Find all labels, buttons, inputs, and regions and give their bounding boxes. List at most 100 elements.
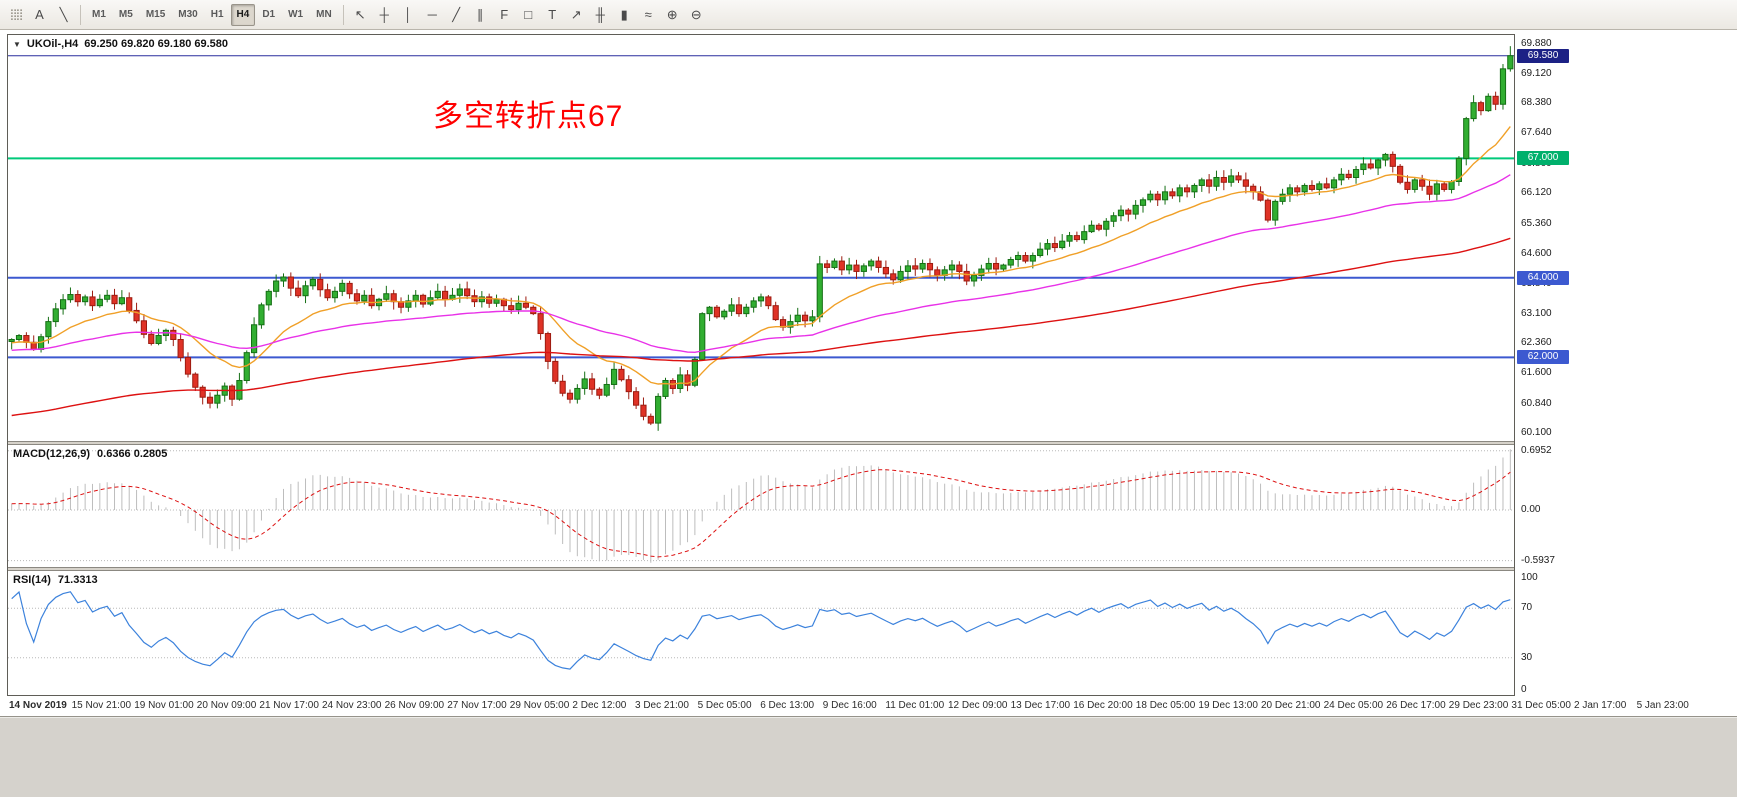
bar-chart-icon[interactable]: ╫ bbox=[589, 4, 612, 26]
macd-current-values: 0.6366 0.2805 bbox=[97, 448, 168, 460]
time-label: 21 Nov 17:00 bbox=[259, 700, 319, 711]
time-label: 18 Dec 05:00 bbox=[1135, 700, 1196, 711]
price-label: 60.100 bbox=[1521, 427, 1552, 439]
expand-arrow-icon[interactable]: ▼ bbox=[13, 39, 21, 49]
time-label: 16 Dec 20:00 bbox=[1073, 700, 1133, 711]
time-label: 19 Dec 13:00 bbox=[1198, 700, 1258, 711]
rsi-line bbox=[11, 590, 1511, 670]
zoom-in-icon[interactable]: ⊕ bbox=[661, 4, 684, 26]
time-label: 12 Dec 09:00 bbox=[948, 700, 1008, 711]
price-badge-62.000[interactable]: 62.000 bbox=[1517, 350, 1569, 365]
rsi-label: RSI(14) 71.3313 bbox=[13, 574, 98, 586]
channel-icon[interactable]: ∥ bbox=[469, 4, 492, 26]
toolbar-left-group: A ╲ bbox=[28, 4, 75, 26]
price-badge-69.580[interactable]: 69.580 bbox=[1517, 48, 1569, 63]
macd-scale-label: 0.00 bbox=[1521, 504, 1541, 515]
time-label: 26 Nov 09:00 bbox=[384, 700, 445, 711]
chart-annotation[interactable]: 多空转折点67 bbox=[433, 100, 624, 133]
time-label: 2 Dec 12:00 bbox=[572, 700, 627, 711]
price-label: 68.380 bbox=[1521, 97, 1552, 109]
cursor-icon[interactable]: ↖ bbox=[349, 4, 372, 26]
time-label: 11 Dec 01:00 bbox=[885, 700, 945, 711]
macd-signal-line bbox=[11, 469, 1511, 558]
main-chart-canvas[interactable] bbox=[8, 35, 1514, 441]
toolbar-drag-handle[interactable]: ⣿⣿ bbox=[9, 9, 23, 21]
price-label: 61.600 bbox=[1521, 367, 1552, 379]
status-bar bbox=[0, 716, 1737, 797]
timeframe-button-h1[interactable]: H1 bbox=[205, 4, 230, 26]
time-label: 20 Dec 21:00 bbox=[1261, 700, 1321, 711]
fast-ma-line bbox=[11, 126, 1511, 385]
price-label: 69.880 bbox=[1521, 37, 1552, 49]
price-label: 62.360 bbox=[1521, 337, 1552, 349]
price-badge-64.000[interactable]: 64.000 bbox=[1517, 270, 1569, 285]
time-label: 2 Jan 17:00 bbox=[1574, 700, 1627, 711]
shapes-icon[interactable]: □ bbox=[517, 4, 540, 26]
timeframe-button-m30[interactable]: M30 bbox=[172, 4, 203, 26]
candlestick-chart-icon[interactable]: ▮ bbox=[613, 4, 636, 26]
draw-tool-icon[interactable]: ╲ bbox=[52, 4, 75, 26]
main-chart-panel: ▼ UKOil-,H4 69.250 69.820 69.180 69.580 … bbox=[8, 35, 1514, 441]
timeframe-button-h4[interactable]: H4 bbox=[230, 3, 256, 26]
price-label: 69.120 bbox=[1521, 68, 1552, 79]
panel-splitter[interactable] bbox=[8, 567, 1514, 571]
price-label: 65.360 bbox=[1521, 217, 1552, 229]
macd-scale-label: 0.6952 bbox=[1521, 444, 1552, 456]
time-label: 3 Dec 21:00 bbox=[635, 700, 689, 711]
rsi-scale-label: 70 bbox=[1521, 602, 1533, 614]
fibonacci-icon[interactable]: F bbox=[493, 4, 516, 26]
time-label: 31 Dec 05:00 bbox=[1511, 700, 1571, 711]
time-label: 29 Nov 05:00 bbox=[509, 700, 570, 711]
timeframe-button-m15[interactable]: M15 bbox=[140, 4, 171, 26]
macd-indicator-name: MACD(12,26,9) bbox=[13, 448, 91, 460]
rsi-panel: RSI(14) 71.3313 bbox=[8, 571, 1514, 695]
trendline-icon[interactable]: ╱ bbox=[445, 4, 468, 26]
text-label-icon[interactable]: T bbox=[541, 4, 564, 26]
time-axis[interactable]: 14 Nov 2019 15 Nov 21:00 19 Nov 01:00 20 No… bbox=[7, 698, 1737, 716]
macd-panel: MACD(12,26,9) 0.6366 0.2805 bbox=[8, 445, 1514, 567]
time-label: 19 Nov 01:00 bbox=[134, 700, 194, 711]
time-label: 5 Dec 05:00 bbox=[697, 700, 752, 711]
price-label: 67.640 bbox=[1521, 126, 1552, 138]
ohlc-readout: 69.250 69.820 69.180 69.580 bbox=[84, 38, 229, 50]
time-label: 27 Nov 17:00 bbox=[447, 700, 507, 711]
rsi-scale-label: 30 bbox=[1521, 651, 1533, 663]
zoom-out-icon[interactable]: ⊖ bbox=[685, 4, 708, 26]
macd-scale-label: -0.5937 bbox=[1521, 554, 1555, 566]
time-label: 26 Dec 17:00 bbox=[1386, 700, 1446, 711]
panel-splitter[interactable] bbox=[8, 441, 1514, 445]
toolbar-separator bbox=[342, 4, 344, 25]
medium-ma-line bbox=[11, 174, 1511, 354]
time-label: 14 Nov 2019 bbox=[9, 700, 67, 711]
chart-title: ▼ UKOil-,H4 69.250 69.820 69.180 69.580 bbox=[13, 38, 228, 50]
price-badge-67.000[interactable]: 67.000 bbox=[1517, 151, 1569, 166]
time-label: 20 Nov 09:00 bbox=[196, 700, 257, 711]
timeframe-button-m1[interactable]: M1 bbox=[86, 4, 112, 26]
timeframe-button-mn[interactable]: MN bbox=[310, 4, 338, 26]
time-label: 13 Dec 17:00 bbox=[1010, 700, 1071, 711]
arrow-tool-icon[interactable]: ↗ bbox=[565, 4, 588, 26]
toolbar-right-group: ↖ ┼ │ ─ ╱ ∥ F □ T ↗ ╫ ▮ ≈ ⊕ ⊖ bbox=[349, 4, 708, 26]
rsi-scale-label: 100 bbox=[1521, 572, 1538, 583]
vertical-line-icon[interactable]: │ bbox=[397, 4, 420, 26]
price-label: 63.100 bbox=[1521, 307, 1552, 319]
time-label: 24 Dec 05:00 bbox=[1323, 700, 1384, 711]
timeframe-button-m5[interactable]: M5 bbox=[113, 4, 139, 26]
symbol-timeframe-label: UKOil-,H4 bbox=[26, 38, 79, 50]
text-tool-icon[interactable]: A bbox=[28, 4, 51, 26]
price-label: 66.120 bbox=[1521, 187, 1552, 199]
price-label: 60.840 bbox=[1521, 397, 1552, 409]
price-scale[interactable]: 69.88069.12068.38067.64066.86066.12065.3… bbox=[1516, 34, 1574, 696]
horizontal-line-icon[interactable]: ─ bbox=[421, 4, 444, 26]
timeframe-button-d1[interactable]: D1 bbox=[256, 4, 281, 26]
rsi-current-value: 71.3313 bbox=[57, 574, 98, 586]
crosshair-icon[interactable]: ┼ bbox=[373, 4, 396, 26]
timeframe-button-w1[interactable]: W1 bbox=[282, 4, 309, 26]
rsi-canvas[interactable] bbox=[8, 571, 1514, 695]
macd-canvas[interactable] bbox=[8, 445, 1514, 567]
time-label: 9 Dec 16:00 bbox=[822, 700, 877, 711]
candles-layer bbox=[8, 46, 1514, 431]
line-chart-icon[interactable]: ≈ bbox=[637, 4, 660, 26]
time-label: 5 Jan 23:00 bbox=[1636, 700, 1689, 711]
time-label: 29 Dec 23:00 bbox=[1448, 700, 1509, 711]
